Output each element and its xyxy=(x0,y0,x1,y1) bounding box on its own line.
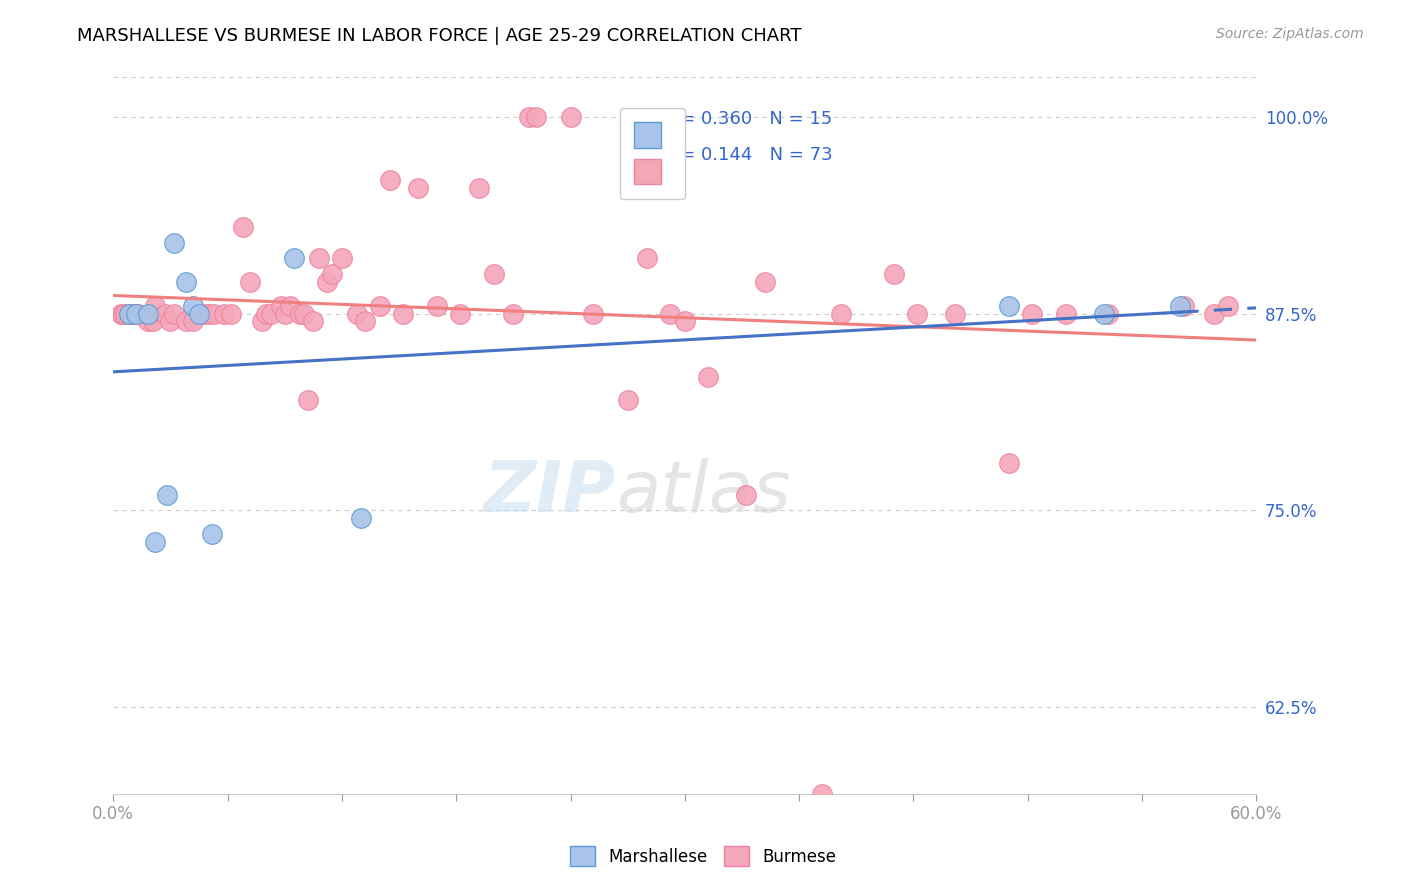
Point xyxy=(136,314,159,328)
Point xyxy=(117,307,139,321)
Point xyxy=(1092,307,1115,321)
Point xyxy=(120,307,142,321)
Point xyxy=(811,787,834,801)
Point xyxy=(658,307,681,321)
Point xyxy=(153,307,176,321)
Point xyxy=(163,235,186,250)
Point xyxy=(524,110,547,124)
Point xyxy=(250,314,273,328)
Text: ZIP: ZIP xyxy=(484,458,616,527)
Legend: , : , xyxy=(620,108,685,199)
Point xyxy=(330,252,353,266)
Point xyxy=(260,307,283,321)
Point xyxy=(673,314,696,328)
Point xyxy=(1173,299,1195,313)
Point xyxy=(125,307,148,321)
Point xyxy=(221,307,243,321)
Point xyxy=(288,307,311,321)
Point xyxy=(280,299,302,313)
Point xyxy=(1021,307,1043,321)
Point xyxy=(125,307,148,321)
Point xyxy=(274,307,297,321)
Point xyxy=(754,275,776,289)
Point xyxy=(181,314,204,328)
Point xyxy=(111,307,134,321)
Point xyxy=(163,307,186,321)
Point xyxy=(1168,299,1191,313)
Point xyxy=(1054,307,1077,321)
Text: R = 0.144   N = 73: R = 0.144 N = 73 xyxy=(662,145,832,164)
Point xyxy=(321,267,343,281)
Point xyxy=(997,299,1019,313)
Point xyxy=(502,307,524,321)
Point xyxy=(297,393,319,408)
Point xyxy=(696,369,718,384)
Point xyxy=(368,299,391,313)
Point xyxy=(636,252,658,266)
Point xyxy=(110,307,132,321)
Point xyxy=(143,534,166,549)
Point xyxy=(194,307,217,321)
Point xyxy=(212,307,235,321)
Point xyxy=(378,173,401,187)
Point xyxy=(392,307,415,321)
Point xyxy=(239,275,262,289)
Point xyxy=(174,275,197,289)
Point xyxy=(121,307,143,321)
Point xyxy=(122,307,145,321)
Point xyxy=(308,252,330,266)
Point xyxy=(315,275,337,289)
Point xyxy=(302,314,325,328)
Point xyxy=(997,456,1019,470)
Point xyxy=(254,307,277,321)
Point xyxy=(292,307,315,321)
Point xyxy=(201,527,224,541)
Point xyxy=(616,393,638,408)
Point xyxy=(202,307,225,321)
Point xyxy=(883,267,905,281)
Point xyxy=(114,307,136,321)
Y-axis label: In Labor Force | Age 25-29: In Labor Force | Age 25-29 xyxy=(0,326,8,545)
Point xyxy=(142,314,165,328)
Point xyxy=(346,307,368,321)
Point xyxy=(181,299,204,313)
Point xyxy=(943,307,966,321)
Point xyxy=(350,511,373,525)
Point xyxy=(426,299,449,313)
Point xyxy=(117,307,139,321)
Point xyxy=(188,307,211,321)
Point xyxy=(484,267,506,281)
Point xyxy=(1097,307,1119,321)
Point xyxy=(283,252,305,266)
Point xyxy=(197,307,219,321)
Point xyxy=(174,314,197,328)
Point xyxy=(1204,307,1226,321)
Text: MARSHALLESE VS BURMESE IN LABOR FORCE | AGE 25-29 CORRELATION CHART: MARSHALLESE VS BURMESE IN LABOR FORCE | … xyxy=(77,27,801,45)
Point xyxy=(468,180,491,194)
Point xyxy=(159,314,181,328)
Point xyxy=(449,307,471,321)
Point xyxy=(517,110,540,124)
Point xyxy=(270,299,292,313)
Point xyxy=(143,299,166,313)
Point xyxy=(1216,299,1239,313)
Legend: Marshallese, Burmese: Marshallese, Burmese xyxy=(562,839,844,873)
Point xyxy=(905,307,928,321)
Text: R = 0.360   N = 15: R = 0.360 N = 15 xyxy=(662,110,832,128)
Point xyxy=(406,180,429,194)
Text: atlas: atlas xyxy=(616,458,790,527)
Point xyxy=(141,307,163,321)
Point xyxy=(582,307,605,321)
Point xyxy=(232,219,254,234)
Point xyxy=(136,307,159,321)
Point xyxy=(127,307,149,321)
Point xyxy=(353,314,375,328)
Point xyxy=(560,110,582,124)
Text: Source: ZipAtlas.com: Source: ZipAtlas.com xyxy=(1216,27,1364,41)
Point xyxy=(830,307,852,321)
Point xyxy=(156,487,179,501)
Point xyxy=(734,487,756,501)
